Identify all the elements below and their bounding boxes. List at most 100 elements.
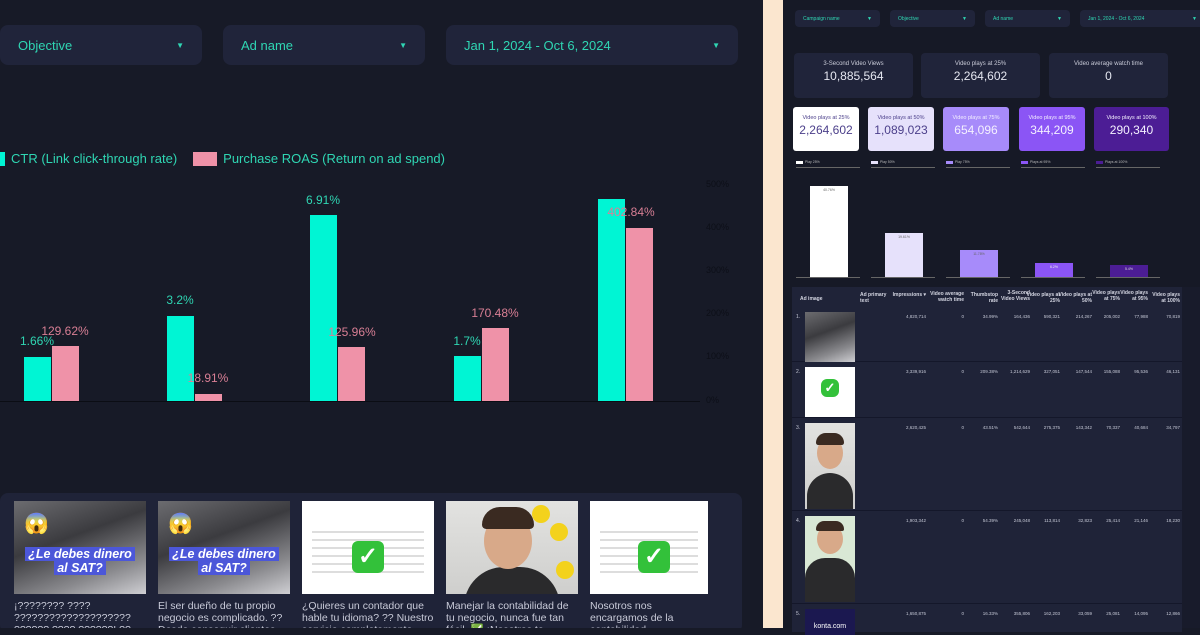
ad-name-filter[interactable]: Ad name ▼ bbox=[985, 10, 1070, 27]
left-dashboard-panel: Objective ▼ Ad name ▼ Jan 1, 2024 - Oct … bbox=[0, 25, 742, 628]
ctr-bar[interactable] bbox=[167, 316, 194, 401]
cell-p75: 70,337 bbox=[1106, 425, 1120, 430]
funnel-legend: Play 25% bbox=[796, 160, 860, 168]
col-header[interactable]: Video average watch time bbox=[930, 291, 964, 303]
ad-card[interactable]: 😱 ¿Le debes dinero al SAT? El ser dueño d… bbox=[158, 501, 290, 628]
campaign-name-filter[interactable]: Campaign name ▼ bbox=[795, 10, 880, 27]
row-number: 3. bbox=[796, 425, 801, 431]
cell-avg-watch: 0 bbox=[961, 611, 964, 616]
checkmark-icon: ✓ bbox=[821, 379, 839, 397]
table-row[interactable]: 1. 4,820,714 0 34.99% 164,436 590,321 21… bbox=[792, 308, 1182, 362]
funnel-baseline bbox=[1021, 277, 1085, 278]
checkmark-icon: ✓ bbox=[638, 541, 670, 573]
cell-avg-watch: 0 bbox=[961, 369, 964, 374]
funnel-bar[interactable]: 5.4% bbox=[1110, 265, 1148, 277]
row-number: 1. bbox=[796, 314, 801, 320]
overlay-text: ¿Le debes dinero bbox=[169, 547, 279, 561]
roas-bar[interactable] bbox=[52, 346, 79, 401]
funnel-card-75: Video plays at 75% 654,096 bbox=[943, 107, 1009, 151]
ctr-bar[interactable] bbox=[310, 215, 337, 401]
chart-legend: CTR (Link click-through rate) Purchase R… bbox=[0, 151, 445, 166]
funnel-value: 654,096 bbox=[954, 123, 998, 137]
funnel-bar[interactable]: 6.2% bbox=[1035, 263, 1073, 277]
ad-card[interactable]: 😱 ¿Le debes dinero al SAT? ¡???????? ????… bbox=[14, 501, 146, 628]
ad-card[interactable]: ✓ Nosotros nos encargamos de la contabil… bbox=[590, 501, 708, 628]
funnel-label: Video plays at 25% bbox=[802, 115, 850, 121]
overlay-text: al SAT? bbox=[198, 561, 250, 575]
caret-down-icon: ▼ bbox=[1192, 15, 1197, 22]
cell-thumbstop: 43.51% bbox=[982, 425, 998, 430]
ad-card[interactable]: ✓ ¿Quieres un contador que hable tu idio… bbox=[302, 501, 434, 628]
roas-bar[interactable] bbox=[338, 347, 365, 401]
funnel-label: Video plays at 100% bbox=[1106, 115, 1157, 121]
table-row[interactable]: 3. 2,620,425 0 43.51% 542,644 275,375 14… bbox=[792, 419, 1182, 511]
col-header[interactable]: Video plays at 95% bbox=[1120, 290, 1148, 302]
cell-p95: 95,536 bbox=[1134, 369, 1148, 374]
y-tick: 100% bbox=[706, 351, 730, 361]
table-row[interactable]: 5. konta.com 1,650,875 0 16.33% 355,806 … bbox=[792, 605, 1182, 635]
funnel-bar[interactable]: 40.76% bbox=[810, 186, 848, 277]
col-header[interactable]: Ad image bbox=[800, 296, 823, 302]
cell-3s-views: 1,214,629 bbox=[1009, 369, 1030, 374]
row-thumbnail: konta.com bbox=[805, 609, 855, 635]
ad-thumbnail-image bbox=[446, 501, 578, 594]
col-header[interactable]: Video plays at 100% bbox=[1152, 292, 1180, 304]
person-hair bbox=[816, 433, 844, 445]
ad-caption: Nosotros nos encargamos de la contabilid… bbox=[590, 600, 674, 628]
ctr-bar[interactable] bbox=[598, 199, 625, 401]
ad-caption: Manejar la contabilidad de tu negocio, n… bbox=[446, 600, 569, 628]
caret-down-icon: ▼ bbox=[1057, 15, 1062, 22]
emoji-ball-icon bbox=[550, 523, 568, 541]
ad-thumbnail-image: ✓ bbox=[590, 501, 708, 594]
legend-item-roas[interactable]: Purchase ROAS (Return on ad spend) bbox=[193, 151, 445, 166]
funnel-bar[interactable]: 19.61% bbox=[885, 233, 923, 277]
col-header[interactable]: 3-Second Video Views bbox=[1001, 290, 1030, 302]
emoji-ball-icon bbox=[532, 505, 550, 523]
y-tick: 200% bbox=[706, 308, 730, 318]
filter-label: Campaign name bbox=[803, 15, 840, 22]
legend-label: CTR (Link click-through rate) bbox=[11, 151, 178, 166]
cell-avg-watch: 0 bbox=[961, 425, 964, 430]
ad-thumbnails-strip: 😱 ¿Le debes dinero al SAT? ¡???????? ????… bbox=[0, 493, 742, 628]
cell-p25: 275,375 bbox=[1043, 425, 1060, 430]
brand-logo: konta.com bbox=[813, 623, 847, 630]
table-row[interactable]: 2. ✓ 3,339,916 0 209.38% 1,214,629 327,0… bbox=[792, 363, 1182, 418]
ctr-bar[interactable] bbox=[24, 357, 51, 401]
roas-bar[interactable] bbox=[482, 328, 509, 401]
objective-filter[interactable]: Objective ▼ bbox=[890, 10, 975, 27]
col-header[interactable]: Video plays at 25% bbox=[1026, 292, 1060, 304]
person-hair bbox=[482, 507, 534, 529]
kpi-3s-video-views: 3-Second Video Views 10,885,564 bbox=[794, 53, 913, 98]
row-thumbnail bbox=[805, 312, 855, 362]
objective-filter-dropdown[interactable]: Objective ▼ bbox=[0, 25, 202, 65]
table-scrollbar[interactable] bbox=[1182, 287, 1200, 628]
ad-name-filter-dropdown[interactable]: Ad name ▼ bbox=[223, 25, 425, 65]
col-header[interactable]: Video plays at 50% bbox=[1058, 292, 1092, 304]
funnel-bar[interactable]: 11.78% bbox=[960, 250, 998, 277]
col-header[interactable]: Ad primary text bbox=[860, 292, 887, 304]
table-row[interactable]: 4. 1,903,342 0 54.39% 245,048 113,814 32… bbox=[792, 512, 1182, 604]
ad-card[interactable]: Manejar la contabilidad de tu negocio, n… bbox=[446, 501, 578, 628]
col-header[interactable]: Impressions ▾ bbox=[892, 292, 926, 298]
ctr-bar[interactable] bbox=[454, 356, 481, 401]
kpi-label: Video average watch time bbox=[1074, 61, 1143, 67]
legend-swatch-icon bbox=[946, 160, 953, 164]
roas-bar[interactable] bbox=[626, 228, 653, 401]
col-header[interactable]: Thumbstop rate bbox=[970, 292, 998, 304]
funnel-label: Video plays at 75% bbox=[952, 115, 1000, 121]
date-range-dropdown[interactable]: Jan 1, 2024 - Oct 6, 2024 ▼ bbox=[446, 25, 738, 65]
legend-label: Play 25% bbox=[805, 160, 820, 164]
y-tick: 400% bbox=[706, 222, 730, 232]
funnel-value: 1,089,023 bbox=[874, 123, 928, 137]
kpi-plays-25: Video plays at 25% 2,264,602 bbox=[921, 53, 1040, 98]
funnel-legend: Plays at 95% bbox=[1021, 160, 1085, 168]
row-thumbnail bbox=[805, 423, 855, 509]
date-range-filter[interactable]: Jan 1, 2024 - Oct 6, 2024 ▼ bbox=[1080, 10, 1200, 27]
person-body bbox=[464, 567, 560, 594]
legend-item-ctr[interactable]: CTR (Link click-through rate) bbox=[0, 151, 177, 166]
ctr-roas-bar-chart: 500% 400% 300% 200% 100% 0% 1.66% 129.62… bbox=[0, 175, 729, 415]
col-header[interactable]: Video plays at 75% bbox=[1092, 290, 1120, 302]
ctr-value-label: 3.2% bbox=[166, 293, 194, 307]
roas-bar[interactable] bbox=[195, 394, 222, 401]
cell-p50: 33,059 bbox=[1078, 611, 1092, 616]
